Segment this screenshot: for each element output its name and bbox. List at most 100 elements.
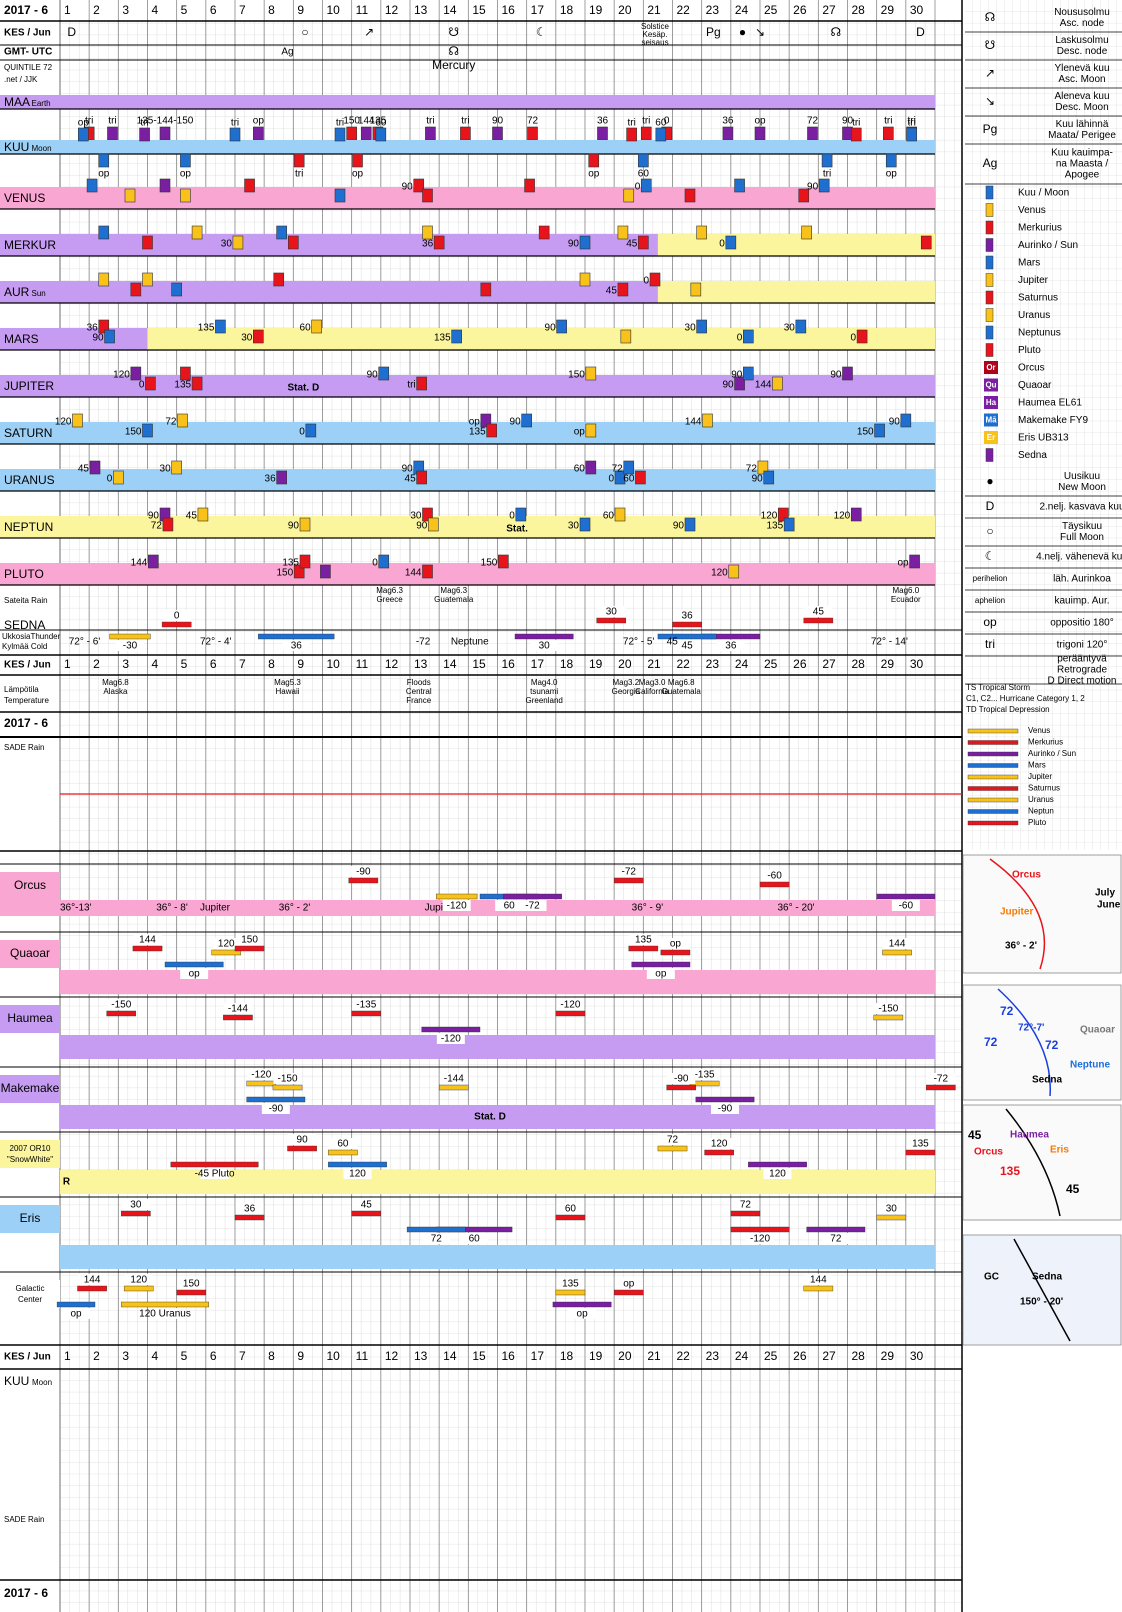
bar-label-bg [667, 1073, 696, 1084]
aspect-mark [856, 329, 868, 344]
aspect-label: op [754, 116, 766, 127]
day-number: 19 [589, 3, 603, 17]
aspect-bar [348, 877, 379, 884]
planet-band [60, 187, 935, 209]
aspect-mark [215, 319, 226, 334]
aspect-bar [748, 1161, 807, 1168]
day-number: 26 [793, 3, 807, 17]
aspect-mark [585, 423, 597, 438]
aspect-mark [635, 470, 646, 485]
legend-color-text: Makemake FY9 [1018, 415, 1088, 426]
quake-note: Ecuador [891, 595, 921, 604]
label-band [0, 422, 60, 444]
legend-symbol-symbol: ☋ [985, 38, 996, 52]
inset-curve [1005, 1108, 1061, 1217]
inset-text: Orcus [974, 1147, 1003, 1158]
aspect-mark [197, 507, 209, 522]
legend-phase-symbol: perihelion [973, 574, 1008, 583]
aspect-bar [628, 945, 659, 952]
legend-color-text: Kuu / Moon [1018, 188, 1069, 199]
bar-label-bg [804, 1274, 833, 1285]
bar-label-bg [746, 1233, 774, 1244]
aspect-mark [72, 413, 83, 428]
aspect-label: op [897, 558, 909, 569]
bar-label: -120 [441, 1034, 461, 1045]
inset-text: June [1097, 900, 1121, 911]
label-band [0, 140, 60, 154]
bar-label-bg [673, 610, 702, 621]
aspect-mark [375, 127, 387, 142]
bar-label-bg [495, 900, 524, 911]
quake-note: Mag6.0 [892, 586, 919, 595]
aspect-label: 90 [807, 182, 819, 193]
minor-band [60, 1170, 935, 1194]
aspect-mark [626, 127, 637, 142]
aspect-label: 150 [125, 427, 142, 438]
aspect-label: 0 [139, 380, 145, 391]
legend-symbol-symbol: ☊ [985, 10, 996, 24]
legend-line-text: Jupiter [1028, 772, 1052, 781]
planet-label: VENUS [4, 191, 45, 205]
aspect-mark [320, 564, 331, 579]
aspect-mark [293, 564, 305, 579]
bar-label: -150 [878, 1004, 898, 1015]
moon-sublabel: Moon [32, 1378, 52, 1387]
aspect-mark [232, 235, 244, 250]
bar-label: -72 [934, 1074, 949, 1085]
aspect-label: 90 [492, 116, 504, 127]
bar-label: -30 [123, 641, 138, 652]
aspect-label: 90 [402, 182, 414, 193]
legend-abbr: Qu [985, 381, 996, 390]
day-number: 26 [793, 1349, 807, 1363]
day-number: 4 [152, 1349, 159, 1363]
bar-label: 30 [539, 641, 551, 652]
legend-symbol-text: na Maasta / [1056, 159, 1108, 170]
inset-text: 72 [984, 1035, 998, 1049]
legend-line [967, 763, 1019, 768]
day-number: 27 [822, 3, 836, 17]
bar-label-bg [460, 1233, 489, 1244]
aspect-mark [378, 366, 390, 381]
legend-color-text: Quaoar [1018, 380, 1052, 391]
moon-symbol: Solstice [641, 22, 670, 31]
day-number: 20 [618, 3, 632, 17]
aspect-label: 36 [87, 323, 99, 334]
bar-label: 144 [810, 1275, 827, 1286]
aspect-mark [722, 126, 734, 141]
row-note: Stat. D [288, 383, 320, 394]
aspect-bar [613, 1289, 644, 1296]
legend-swatch [984, 396, 998, 409]
day-number: 16 [502, 3, 516, 17]
legend-symbol-text: Asc. Moon [1058, 74, 1105, 85]
bar-label: 72 [740, 1200, 752, 1211]
aspect-mark [640, 126, 652, 141]
aspect-label: 36 [422, 239, 434, 250]
aspect-mark [142, 423, 153, 438]
day-number: 29 [881, 657, 895, 671]
bar-label-bg [151, 1308, 179, 1319]
minor-label: Haumea [7, 1011, 53, 1025]
bar-label-bg [556, 1278, 585, 1289]
legend-line [967, 820, 1019, 826]
planet-label: MARS [4, 332, 39, 346]
aspect-mark [734, 376, 745, 391]
aspect-label: 90 [416, 521, 428, 532]
legend-line-text: Venus [1028, 726, 1050, 735]
aspect-label: 150 [857, 427, 874, 438]
aspect-bar [436, 893, 478, 900]
aspect-label: 0 [107, 474, 113, 485]
aspect-mark [229, 127, 241, 142]
bar-label-bg [235, 1203, 264, 1214]
legend-abbr: Ha [986, 398, 997, 407]
thunder-label: Kylmää Cold [2, 642, 47, 651]
rain-main-label: SADE Rain [4, 743, 44, 752]
band-text: Jupiter [425, 903, 456, 914]
aspect-mark [334, 188, 346, 203]
day-number: 24 [735, 3, 749, 17]
bar-label: 120 [769, 1169, 786, 1180]
day-number: 6 [210, 657, 217, 671]
aspect-mark [579, 235, 591, 250]
aspect-mark [299, 554, 311, 569]
day-number: 11 [356, 3, 369, 17]
legend-line [967, 751, 1019, 757]
